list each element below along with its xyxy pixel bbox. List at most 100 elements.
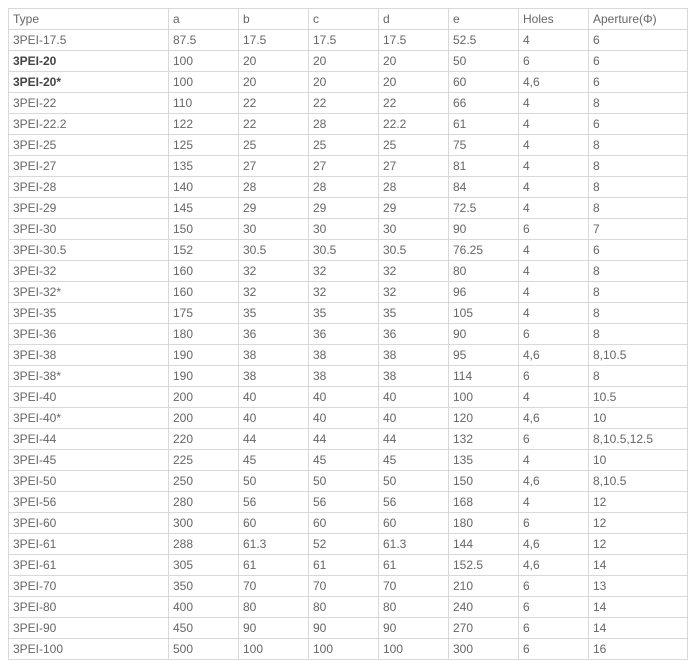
cell: 4 <box>519 282 589 303</box>
cell: 50 <box>309 471 379 492</box>
cell: 160 <box>169 282 239 303</box>
cell: 60 <box>449 72 519 93</box>
cell: 28 <box>239 177 309 198</box>
cell: 100 <box>169 72 239 93</box>
table-row: 3PEI-301503030309067 <box>9 219 688 240</box>
cell: 132 <box>449 429 519 450</box>
cell: 44 <box>309 429 379 450</box>
cell: 8 <box>589 135 688 156</box>
cell: 6 <box>519 429 589 450</box>
cell: 105 <box>449 303 519 324</box>
cell: 61 <box>449 114 519 135</box>
cell: 6 <box>519 597 589 618</box>
cell: 180 <box>449 513 519 534</box>
cell: 8 <box>589 324 688 345</box>
cell: 8 <box>589 156 688 177</box>
cell: 4 <box>519 156 589 177</box>
cell: 27 <box>239 156 309 177</box>
cell: 29 <box>239 198 309 219</box>
cell: 100 <box>309 639 379 660</box>
table-row: 3PEI-56280565656168412 <box>9 492 688 513</box>
cell: 3PEI-20 <box>9 51 169 72</box>
table-row: 3PEI-17.587.517.517.517.552.546 <box>9 30 688 51</box>
cell: 4,6 <box>519 471 589 492</box>
cell: 3PEI-32* <box>9 282 169 303</box>
cell: 6 <box>589 240 688 261</box>
cell: 76.25 <box>449 240 519 261</box>
cell: 90 <box>309 618 379 639</box>
cell: 38 <box>309 345 379 366</box>
cell: 28 <box>309 177 379 198</box>
table-row: 3PEI-38190383838954,68,10.5 <box>9 345 688 366</box>
col-d: d <box>379 9 449 30</box>
cell: 66 <box>449 93 519 114</box>
cell: 30 <box>379 219 449 240</box>
cell: 6 <box>519 51 589 72</box>
cell: 4 <box>519 240 589 261</box>
table-row: 3PEI-61305616161152.54,614 <box>9 555 688 576</box>
cell: 60 <box>309 513 379 534</box>
cell: 61 <box>309 555 379 576</box>
cell: 3PEI-17.5 <box>9 30 169 51</box>
cell: 288 <box>169 534 239 555</box>
cell: 32 <box>309 282 379 303</box>
cell: 36 <box>309 324 379 345</box>
cell: 32 <box>379 261 449 282</box>
cell: 7 <box>589 219 688 240</box>
cell: 8 <box>589 177 688 198</box>
col-b: b <box>239 9 309 30</box>
cell: 6 <box>589 72 688 93</box>
cell: 52.5 <box>449 30 519 51</box>
cell: 3PEI-20* <box>9 72 169 93</box>
cell: 17.5 <box>379 30 449 51</box>
cell: 3PEI-61 <box>9 555 169 576</box>
cell: 17.5 <box>309 30 379 51</box>
cell: 29 <box>379 198 449 219</box>
table-row: 3PEI-281402828288448 <box>9 177 688 198</box>
cell: 90 <box>379 618 449 639</box>
cell: 90 <box>449 324 519 345</box>
cell: 38 <box>239 345 309 366</box>
cell: 3PEI-44 <box>9 429 169 450</box>
cell: 8 <box>589 366 688 387</box>
cell: 114 <box>449 366 519 387</box>
cell: 70 <box>239 576 309 597</box>
cell: 29 <box>309 198 379 219</box>
cell: 6 <box>519 366 589 387</box>
cell: 27 <box>309 156 379 177</box>
table-row: 3PEI-100500100100100300616 <box>9 639 688 660</box>
table-row: 3PEI-271352727278148 <box>9 156 688 177</box>
cell: 6 <box>589 114 688 135</box>
col-type: Type <box>9 9 169 30</box>
cell: 40 <box>309 408 379 429</box>
cell: 4 <box>519 450 589 471</box>
cell: 300 <box>449 639 519 660</box>
table-row: 3PEI-502505050501504,68,10.5 <box>9 471 688 492</box>
cell: 144 <box>449 534 519 555</box>
spec-table: Type a b c d e Holes Aperture(Φ) 3PEI-17… <box>8 8 688 660</box>
cell: 17.5 <box>239 30 309 51</box>
cell: 152 <box>169 240 239 261</box>
cell: 56 <box>379 492 449 513</box>
cell: 35 <box>379 303 449 324</box>
cell: 8,10.5,12.5 <box>589 429 688 450</box>
cell: 28 <box>379 177 449 198</box>
cell: 3PEI-25 <box>9 135 169 156</box>
cell: 100 <box>239 639 309 660</box>
cell: 3PEI-38* <box>9 366 169 387</box>
cell: 3PEI-90 <box>9 618 169 639</box>
cell: 30 <box>309 219 379 240</box>
cell: 110 <box>169 93 239 114</box>
cell: 12 <box>589 513 688 534</box>
cell: 6 <box>519 576 589 597</box>
cell: 56 <box>239 492 309 513</box>
cell: 8 <box>589 282 688 303</box>
cell: 25 <box>379 135 449 156</box>
cell: 61.3 <box>239 534 309 555</box>
cell: 125 <box>169 135 239 156</box>
cell: 140 <box>169 177 239 198</box>
table-row: 3PEI-32*1603232329648 <box>9 282 688 303</box>
cell: 175 <box>169 303 239 324</box>
cell: 3PEI-80 <box>9 597 169 618</box>
cell: 168 <box>449 492 519 513</box>
